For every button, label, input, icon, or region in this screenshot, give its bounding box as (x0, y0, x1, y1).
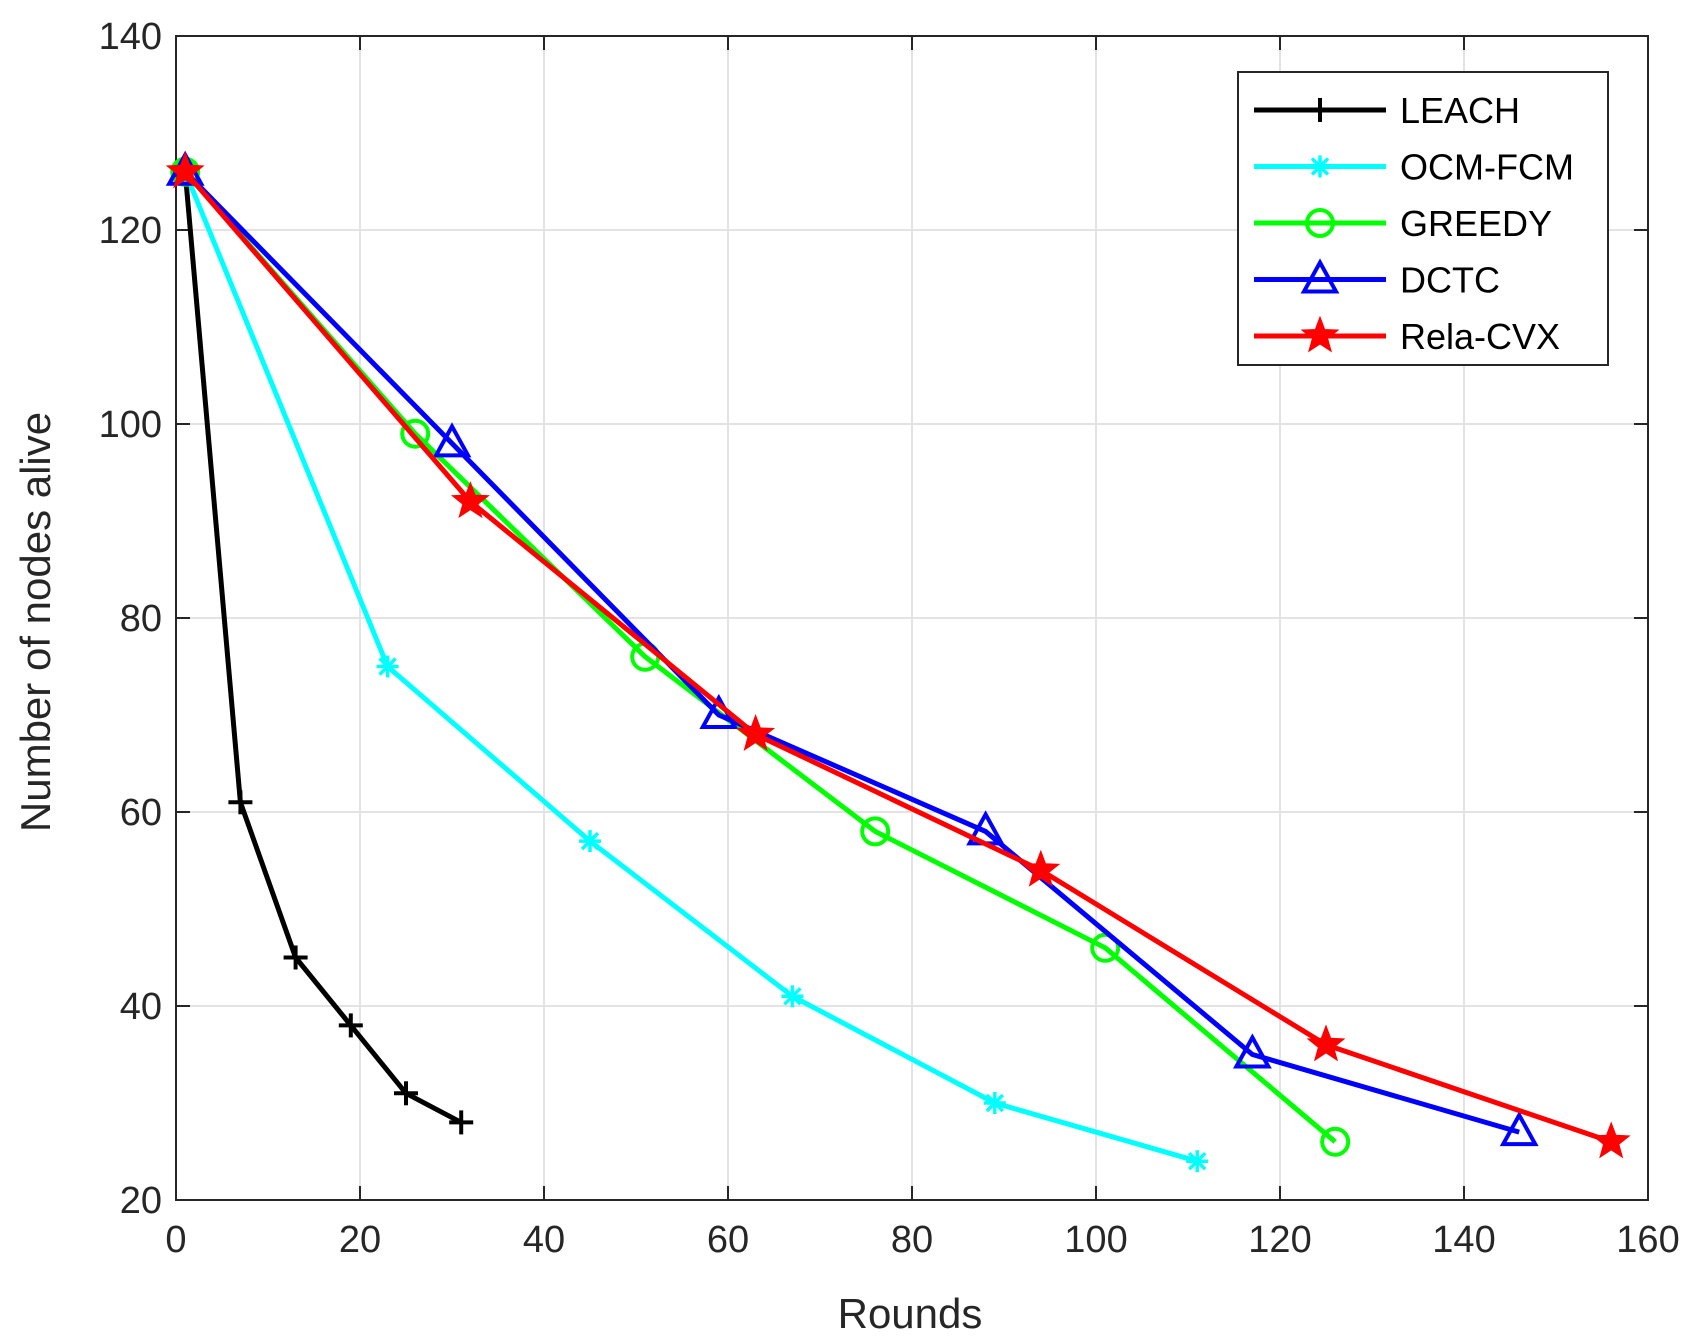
legend-label: OCM-FCM (1400, 147, 1574, 188)
legend-entry: GREEDY (1254, 203, 1552, 244)
legend-marker (1305, 208, 1335, 238)
series-line-ocm-fcm (182, 170, 1198, 1164)
data-point-leach (283, 945, 308, 970)
data-point-dctc (432, 422, 472, 458)
legend-label: Rela-CVX (1400, 316, 1560, 357)
x-tick-label: 20 (339, 1219, 381, 1261)
series-line-dctc (183, 170, 1520, 1135)
legend-label: GREEDY (1400, 203, 1552, 244)
data-point-rela-cvx (1591, 1121, 1631, 1159)
y-tick-label: 20 (120, 1180, 162, 1222)
data-point-greedy (400, 418, 431, 449)
legend-label: DCTC (1400, 260, 1500, 301)
legend-box (1237, 71, 1609, 366)
data-point-ocm-fcm (1186, 1150, 1209, 1173)
data-point-dctc (1233, 1033, 1272, 1069)
y-tick-label: 140 (99, 16, 162, 58)
data-point-rela-cvx (736, 713, 776, 751)
y-tick-label: 120 (99, 210, 162, 252)
x-tick-label: 0 (165, 1219, 186, 1261)
legend: LEACH OCM-FCM GREEDY DCTC Rela-CVX (1237, 71, 1609, 366)
plot-area-frame (175, 35, 1649, 1201)
data-point-rela-cvx (165, 151, 205, 189)
x-tick-label: 60 (707, 1219, 749, 1261)
data-point-leach (449, 1110, 474, 1135)
y-tick-label: 80 (120, 598, 162, 640)
legend-entry: Rela-CVX (1254, 315, 1560, 357)
data-point-rela-cvx (1021, 849, 1061, 887)
x-axis-label: Rounds (838, 1290, 983, 1337)
legend-entry: DCTC (1254, 258, 1500, 301)
legend-marker (1308, 98, 1332, 122)
legend-entry: OCM-FCM (1254, 147, 1574, 188)
data-point-leach (394, 1081, 418, 1106)
legend-marker (1309, 155, 1331, 178)
gridlines (176, 36, 1648, 1200)
series-ocm-fcm (174, 160, 1209, 1173)
data-point-greedy (1090, 932, 1121, 963)
x-tick-label: 120 (1248, 1219, 1311, 1261)
series-rela-cvx (165, 151, 1631, 1159)
data-point-greedy (1320, 1126, 1351, 1157)
x-tick-label: 80 (891, 1219, 933, 1261)
y-tick-label: 60 (120, 792, 162, 834)
y-tick-label: 40 (120, 986, 162, 1028)
x-tick-label: 40 (523, 1219, 565, 1261)
series-line-leach (182, 171, 463, 1125)
legend-entry: LEACH (1254, 90, 1520, 131)
data-point-ocm-fcm (781, 985, 804, 1008)
y-tick-label: 100 (99, 404, 162, 446)
x-tick-label: 140 (1432, 1219, 1495, 1261)
y-axis-label: Number of nodes alive (12, 412, 59, 832)
legend-marker (1300, 315, 1340, 353)
data-point-rela-cvx (450, 481, 490, 519)
series-group (165, 150, 1631, 1173)
legend-label: LEACH (1400, 90, 1520, 131)
data-point-ocm-fcm (376, 655, 399, 678)
data-point-leach (228, 790, 253, 815)
legend-marker (1300, 258, 1340, 294)
data-point-dctc (1499, 1110, 1539, 1147)
x-tick-label: 100 (1064, 1219, 1127, 1261)
series-line-rela-cvx (183, 170, 1613, 1145)
data-point-rela-cvx (1306, 1024, 1346, 1062)
x-tick-label: 160 (1616, 1219, 1679, 1261)
data-point-ocm-fcm (579, 830, 601, 853)
data-point-leach (338, 1013, 363, 1038)
data-point-ocm-fcm (983, 1092, 1006, 1114)
data-point-greedy (860, 816, 891, 847)
